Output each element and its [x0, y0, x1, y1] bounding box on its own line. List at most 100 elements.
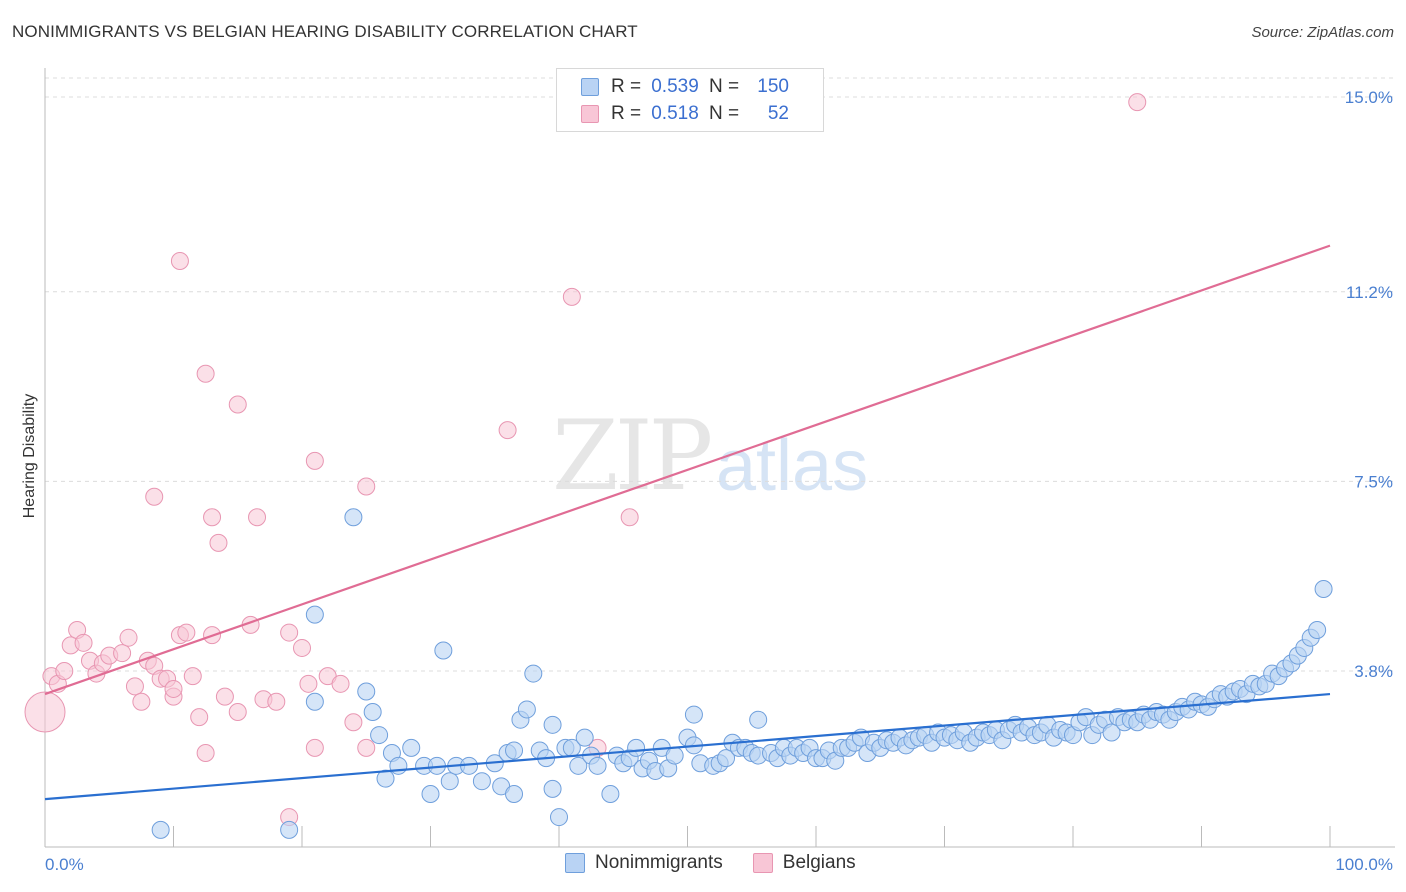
nonimmigrants-point	[1102, 723, 1121, 742]
legend-swatch-blue	[581, 78, 599, 96]
legend-item-belgians: Belgians	[752, 852, 856, 874]
belgians-point	[170, 252, 189, 270]
nonimmigrants-point	[151, 820, 170, 839]
nonimmigrants-point	[434, 641, 453, 660]
nonimmigrants-point	[717, 749, 736, 768]
legend-swatch-pink	[581, 105, 599, 123]
belgians-point	[248, 508, 267, 527]
belgians-point	[267, 692, 286, 711]
nonimmigrants-point	[402, 738, 421, 757]
legend-n-label: N =	[708, 103, 740, 124]
belgians-point	[293, 638, 311, 657]
nonimmigrants-point	[569, 756, 588, 775]
nonimmigrants-point	[1308, 621, 1327, 639]
nonimmigrants-point	[357, 682, 376, 701]
y-tick-labels: 3.8% 7.5% 11.2% 15.0%	[1345, 88, 1393, 681]
belgians-point	[125, 677, 144, 696]
belgians-point	[74, 633, 93, 652]
nonimmigrants-point	[517, 700, 536, 719]
nonimmigrants-point	[421, 785, 440, 803]
legend-row-belgians: R = 0.518 N = 52	[581, 102, 789, 126]
watermark-zip: ZIP	[552, 400, 713, 512]
belgians-point	[305, 451, 324, 470]
belgians-point	[562, 287, 581, 306]
legend-row-nonimmigrants: R = 0.539 N = 150	[581, 75, 789, 99]
legend-swatch-blue	[565, 853, 585, 873]
nonimmigrants-point	[505, 785, 524, 803]
belgians-point	[183, 667, 202, 686]
belgians-point	[498, 421, 517, 440]
nonimmigrants-point	[665, 746, 684, 765]
belgians-point	[177, 623, 196, 642]
belgians-point	[331, 674, 350, 693]
belgians-point	[145, 487, 164, 506]
belgians-point	[196, 364, 215, 383]
nonimmigrants-point	[363, 703, 382, 721]
y-tick-label: 15.0%	[1345, 88, 1393, 107]
bottom-legend: Nonimmigrants Belgians	[565, 852, 886, 874]
nonimmigrants-point	[543, 779, 562, 798]
nonimmigrants-point	[1314, 580, 1333, 598]
watermark-atlas: atlas	[716, 426, 869, 506]
belgians-point	[164, 679, 183, 698]
legend-label-nonimmigrants: Nonimmigrants	[595, 852, 723, 873]
y-axis-label: Hearing Disability	[21, 394, 38, 519]
nonimmigrants-point	[440, 772, 459, 791]
x-tick-labels: 0.0% 100.0%	[45, 855, 1393, 874]
legend-item-nonimmigrants: Nonimmigrants	[565, 852, 723, 874]
nonimmigrants-point	[280, 820, 299, 839]
nonimmigrants-point	[524, 664, 543, 683]
belgians-point	[119, 628, 138, 647]
belgians-point	[228, 703, 247, 721]
nonimmigrants-point	[305, 605, 324, 624]
nonimmigrants-point	[344, 508, 363, 527]
belgians-point	[228, 395, 247, 414]
legend-box: R = 0.539 N = 150 R = 0.518 N = 52	[556, 68, 824, 132]
belgians-point	[357, 477, 376, 496]
belgians-point	[24, 691, 66, 733]
nonimmigrants-point	[505, 741, 524, 760]
belgians-point	[1128, 93, 1147, 112]
legend-r-value: 0.518	[651, 103, 699, 124]
y-tick-label: 11.2%	[1346, 283, 1393, 302]
belgians-point	[299, 674, 318, 693]
belgians-point	[305, 738, 324, 757]
legend-r-value: 0.539	[651, 76, 699, 97]
source-label: Source: ZipAtlas.com	[1251, 24, 1394, 41]
legend-n-value: 150	[757, 76, 789, 97]
belgians-point	[113, 644, 132, 663]
nonimmigrants-point	[627, 738, 646, 757]
trend-lines	[44, 244, 1331, 801]
nonimmigrants-point	[543, 715, 562, 734]
grid-lines	[45, 77, 1395, 672]
belgians-point	[344, 713, 363, 732]
nonimmigrants-point	[588, 756, 607, 775]
legend-swatch-pink	[752, 853, 773, 873]
nonimmigrants-point	[550, 808, 568, 827]
nonimmigrants-point	[575, 728, 594, 747]
nonimmigrants-point	[376, 769, 395, 788]
nonimmigrants-point	[370, 726, 389, 745]
legend-n-label: N =	[708, 76, 740, 97]
belgians-point	[209, 533, 228, 552]
nonimmigrants-point	[684, 705, 703, 724]
x-tick-label: 100.0%	[1335, 855, 1393, 874]
nonimmigrants-point	[472, 772, 491, 791]
chart-title: NONIMMIGRANTS VS BELGIAN HEARING DISABIL…	[12, 22, 638, 41]
y-tick-label: 3.8%	[1354, 662, 1393, 681]
legend-r-label: R =	[611, 103, 642, 124]
belgians-point	[620, 508, 639, 527]
legend-n-value: 52	[767, 103, 789, 124]
belgians-point	[203, 508, 222, 527]
belgians-point	[190, 708, 209, 727]
nonimmigrants-point	[601, 785, 620, 803]
nonimmigrants-trend-line	[44, 692, 1331, 801]
belgians-point	[280, 623, 299, 642]
belgians-point	[196, 744, 215, 762]
belgians-point	[132, 692, 151, 711]
belgians-point	[357, 738, 376, 757]
legend-r-label: R =	[611, 76, 642, 97]
belgians-points	[24, 93, 1147, 827]
belgians-point	[55, 662, 74, 680]
